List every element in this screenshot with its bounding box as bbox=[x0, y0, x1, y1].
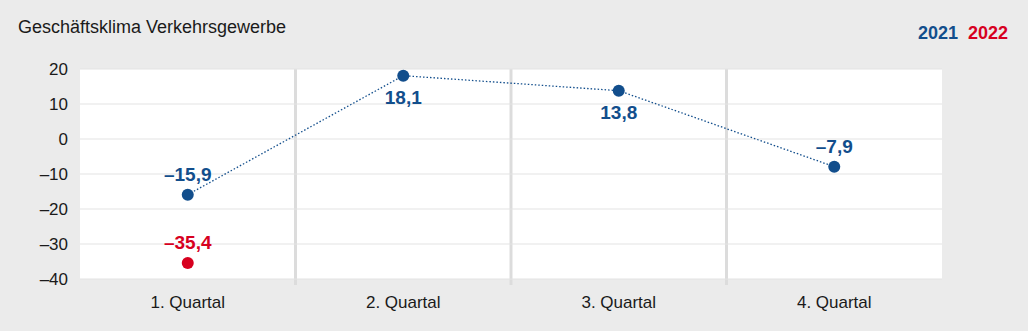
data-label: –35,4 bbox=[164, 232, 212, 253]
tick-label: 4. Quartal bbox=[797, 293, 872, 312]
data-label: –7,9 bbox=[816, 136, 853, 157]
data-label: 18,1 bbox=[385, 87, 422, 108]
category-divider bbox=[510, 69, 513, 285]
tick-label: 3. Quartal bbox=[581, 293, 656, 312]
tick-label: 1. Quartal bbox=[150, 293, 225, 312]
point bbox=[397, 70, 409, 82]
data-label: 13,8 bbox=[600, 102, 637, 123]
tick-label: 20 bbox=[49, 60, 68, 79]
grid-line bbox=[80, 279, 942, 280]
category-divider bbox=[725, 69, 728, 285]
marks bbox=[182, 70, 841, 269]
point bbox=[613, 85, 625, 97]
tick-label: 0 bbox=[59, 130, 68, 149]
point bbox=[182, 189, 194, 201]
tick-label: 10 bbox=[49, 95, 68, 114]
point bbox=[182, 257, 194, 269]
grid-line bbox=[80, 209, 942, 210]
title: Geschäftsklima Verkehrsgewerbe bbox=[18, 17, 286, 37]
tick-label: –40 bbox=[40, 270, 68, 289]
legend-entry: 2021 bbox=[918, 23, 958, 43]
chart: –40 –30 –20 –10 0 10 20 1. Quartal 2. Quartal 3. … bbox=[0, 0, 1028, 331]
legend-entry: 2022 bbox=[968, 23, 1008, 43]
grid-line bbox=[80, 139, 942, 140]
series-line bbox=[188, 76, 835, 195]
tick-label: –10 bbox=[40, 165, 68, 184]
point bbox=[828, 161, 840, 173]
tick-label: –30 bbox=[40, 235, 68, 254]
category-divider bbox=[294, 69, 297, 285]
data-label: –15,9 bbox=[164, 164, 212, 185]
grid-line bbox=[80, 104, 942, 105]
data-labels: –15,9 18,1 13,8 –7,9 –35,4 bbox=[164, 87, 853, 253]
grid-line bbox=[80, 69, 942, 70]
tick-label: –20 bbox=[40, 200, 68, 219]
tick-label: 2. Quartal bbox=[366, 293, 441, 312]
